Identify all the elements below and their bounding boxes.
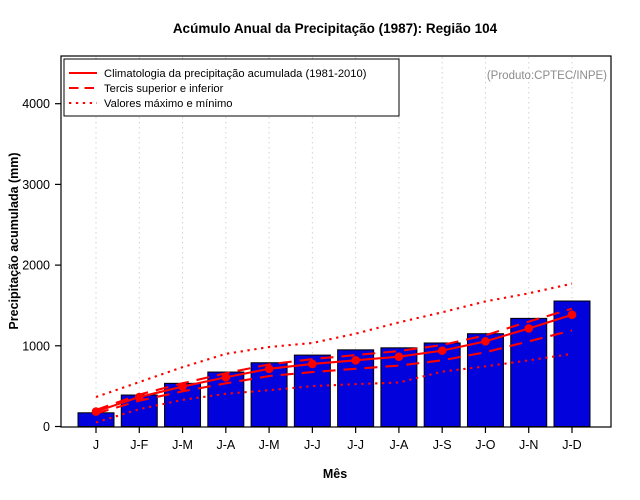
valor-minimo-line: [95, 352, 573, 424]
legend-item-label: Tercis superior e inferior: [104, 83, 224, 95]
y-axis-tick-label: 2000: [22, 259, 50, 273]
x-axis-tick-label: J-O: [475, 438, 495, 452]
climatology-marker: [394, 352, 404, 361]
x-axis-title: Mês: [323, 467, 347, 481]
legend-item-label: Valores máximo e mínimo: [104, 98, 233, 110]
precipitation-bar: [466, 333, 504, 428]
x-axis-tick-label: J-A: [390, 438, 409, 452]
climatology-marker: [437, 346, 447, 355]
gridline-layer: [95, 57, 573, 426]
x-axis-tick-label: J-J: [304, 438, 321, 452]
climatology-marker: [524, 324, 534, 333]
precipitation-bar: [510, 317, 548, 427]
legend-box: Climatologia da precipitação acumulada (…: [63, 58, 400, 117]
climatology-marker: [221, 372, 231, 382]
product-note: (Produto:CPTEC/INPE): [487, 70, 607, 82]
y-axis-tick-label: 0: [43, 420, 50, 434]
x-axis-tick-label: J-N: [519, 438, 538, 452]
lines-layer: [91, 282, 577, 424]
x-axis-tick-label: J: [93, 438, 99, 452]
x-axis-tick-label: J-D: [562, 438, 581, 452]
climatology-marker: [351, 356, 360, 365]
tercil-superior-line: [95, 307, 573, 411]
valor-maximo-line: [95, 282, 573, 399]
y-axis-title: Precipitação acumulada (mm): [7, 152, 21, 329]
chart-title: Acúmulo Anual da Precipitação (1987): Re…: [173, 21, 498, 36]
bars-layer: [77, 300, 591, 428]
x-axis-tick-label: J-J: [347, 438, 364, 452]
plot-frame: [60, 55, 612, 428]
y-axis-tick-label: 4000: [22, 97, 50, 111]
x-axis-tick-label: J-F: [130, 438, 148, 452]
x-axis-tick-label: J-A: [216, 438, 235, 452]
legend-item-label: Climatologia da precipitação acumulada (…: [104, 68, 367, 80]
x-axis-tick-label: J-S: [433, 438, 452, 452]
y-axis-tick-label: 3000: [22, 178, 50, 192]
x-axis-tick-label: J-M: [172, 438, 193, 452]
climatology-marker: [567, 310, 577, 320]
precipitation-bar: [423, 342, 461, 427]
climatology-line: [95, 313, 573, 413]
climatology-marker: [308, 359, 317, 369]
axes-layer: 0 1000 2000 3000 4000 J J-F J-M J-A J-M J-J J-J J-A J…: [22, 97, 582, 452]
precipitation-bar: [553, 300, 591, 428]
tercil-inferior-line: [95, 329, 573, 415]
climatology-marker: [481, 337, 490, 346]
precipitation-bar: [380, 347, 418, 428]
legend-frame: [63, 58, 400, 117]
climatology-marker: [264, 364, 274, 374]
y-axis-tick-label: 1000: [22, 339, 50, 353]
precipitation-bar: [250, 362, 288, 428]
x-axis-tick-label: J-M: [259, 438, 280, 452]
